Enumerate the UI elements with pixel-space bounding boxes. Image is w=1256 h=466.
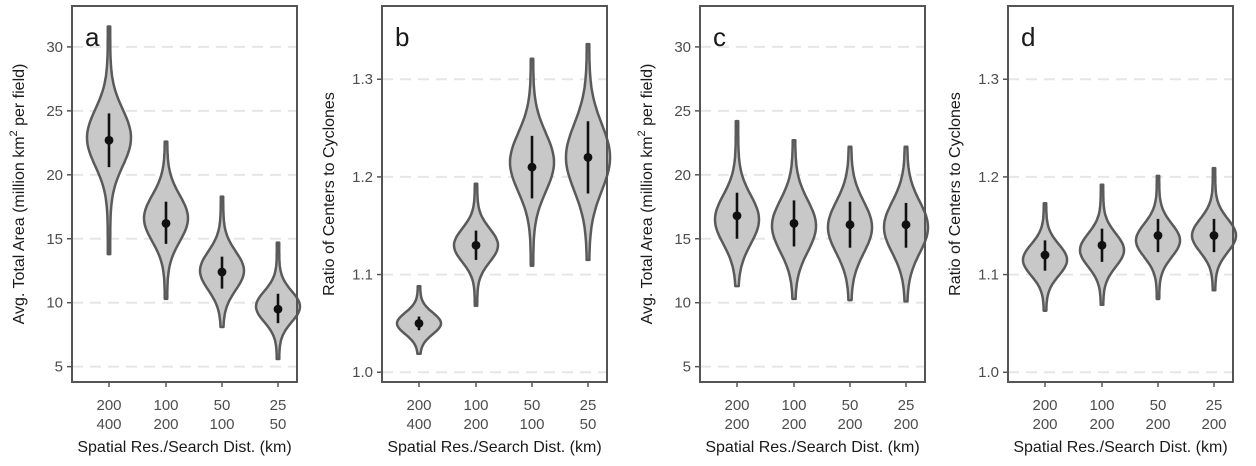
y-tick-label-4: 25 — [46, 103, 63, 120]
panel-frame — [71, 5, 298, 383]
x-tick-label-top-3: 25 — [898, 397, 915, 414]
center-point-4 — [901, 220, 911, 230]
y-axis-title: Ratio of Centers to Cyclones — [321, 92, 338, 296]
x-tick-label-top-1: 100 — [463, 397, 488, 414]
y-tick-label-1: 1.1 — [352, 267, 373, 284]
panel-frame — [1007, 5, 1234, 383]
y-axis-title: Ratio of Centers to Cyclones — [947, 92, 964, 296]
center-point-3 — [845, 220, 855, 230]
center-point-3 — [527, 162, 537, 172]
x-tick-label-top-0: 200 — [724, 397, 749, 414]
center-point-1 — [1040, 250, 1050, 260]
y-axis-title-part: Ratio of Centers to Cyclones — [947, 92, 964, 296]
y-tick-label-5: 30 — [674, 39, 691, 56]
y-tick-label-2: 1.2 — [978, 169, 999, 186]
y-tick-label-0: 1.0 — [978, 364, 999, 381]
center-point-2 — [471, 240, 481, 250]
center-point-4 — [1209, 231, 1219, 240]
x-tick-label-bottom-0: 400 — [406, 416, 431, 433]
y-tick-label-2: 15 — [46, 231, 63, 248]
x-tick-label-top-2: 50 — [524, 397, 541, 414]
center-point-2 — [1097, 240, 1107, 250]
x-tick-label-top-1: 100 — [1089, 397, 1114, 414]
x-tick-label-bottom-3: 200 — [1201, 416, 1226, 433]
x-tick-label-top-1: 100 — [153, 397, 178, 414]
x-tick-label-top-0: 200 — [406, 397, 431, 414]
x-tick-label-top-2: 50 — [214, 397, 231, 414]
x-tick-label-bottom-2: 100 — [519, 416, 544, 433]
y-tick-label-5: 30 — [46, 39, 63, 56]
y-axis-title-part: Avg. Total Area (million km — [639, 136, 656, 324]
y-tick-label-1: 10 — [674, 295, 691, 312]
x-tick-label-bottom-0: 200 — [1032, 416, 1057, 433]
y-tick-label-3: 1.3 — [352, 71, 373, 88]
center-point-1 — [732, 211, 742, 221]
panel-letter: b — [395, 22, 409, 52]
y-tick-label-3: 20 — [46, 167, 63, 184]
x-tick-label-bottom-1: 200 — [463, 416, 488, 433]
y-tick-label-0: 5 — [55, 359, 63, 376]
x-tick-label-top-0: 200 — [1032, 397, 1057, 414]
center-point-1 — [104, 135, 114, 145]
x-tick-label-top-2: 50 — [1150, 397, 1167, 414]
x-tick-label-bottom-2: 200 — [837, 416, 862, 433]
y-axis-title-superscript: 2 — [636, 130, 648, 136]
y-tick-label-3: 1.3 — [978, 71, 999, 88]
x-tick-label-bottom-2: 200 — [1145, 416, 1170, 433]
panel-letter: c — [713, 22, 726, 52]
center-point-2 — [789, 219, 799, 228]
x-tick-label-top-3: 25 — [1206, 397, 1223, 414]
x-tick-label-bottom-1: 200 — [781, 416, 806, 433]
x-tick-label-top-3: 25 — [580, 397, 597, 414]
x-tick-label-bottom-0: 400 — [96, 416, 121, 433]
y-tick-label-1: 1.1 — [978, 267, 999, 284]
y-tick-label-0: 5 — [683, 359, 691, 376]
center-point-4 — [583, 152, 593, 162]
y-tick-label-0: 1.0 — [352, 364, 373, 381]
x-tick-label-bottom-3: 50 — [270, 416, 287, 433]
x-axis-title: Spatial Res./Search Dist. (km) — [387, 439, 601, 456]
panel-letter: d — [1021, 22, 1035, 52]
panel-letter: a — [85, 22, 100, 52]
panel-frame — [381, 5, 608, 383]
panel-d: 1.0 1.1 1.2 1.3 200 200 100 200 50 200 25 200 Spatia… — [947, 5, 1238, 456]
y-axis-title-part: Ratio of Centers to Cyclones — [321, 92, 338, 296]
x-tick-label-top-3: 25 — [270, 397, 287, 414]
y-axis-title: Avg. Total Area (million km2 per field) — [8, 64, 28, 325]
panel-frame — [699, 5, 926, 383]
x-tick-label-bottom-0: 200 — [724, 416, 749, 433]
panel-a: 5 10 15 20 25 30 200 400 100 200 50 100 25 50 Spatial … — [8, 5, 302, 456]
y-axis-title-superscript: 2 — [8, 130, 20, 136]
plot-background — [1008, 6, 1233, 382]
center-point-2 — [161, 219, 171, 228]
panel-b: 1.0 1.1 1.2 1.3 200 400 100 200 50 100 25 50 Spatial… — [321, 5, 612, 456]
y-tick-label-1: 10 — [46, 295, 63, 312]
center-point-4 — [273, 304, 283, 314]
x-axis-title: Spatial Res./Search Dist. (km) — [77, 439, 291, 456]
x-tick-label-bottom-1: 200 — [1089, 416, 1114, 433]
y-tick-label-4: 25 — [674, 103, 691, 120]
x-axis-title: Spatial Res./Search Dist. (km) — [1013, 439, 1227, 456]
x-axis-title: Spatial Res./Search Dist. (km) — [705, 439, 919, 456]
x-tick-label-bottom-2: 100 — [209, 416, 234, 433]
y-tick-label-2: 1.2 — [352, 169, 373, 186]
center-point-3 — [1153, 231, 1163, 240]
y-axis-title-suffix: per field) — [639, 64, 656, 131]
x-tick-label-bottom-3: 200 — [893, 416, 918, 433]
x-tick-label-bottom-1: 200 — [153, 416, 178, 433]
center-point-3 — [217, 267, 227, 277]
y-axis-title: Avg. Total Area (million km2 per field) — [636, 64, 656, 325]
x-tick-label-top-2: 50 — [842, 397, 859, 414]
x-tick-label-bottom-3: 50 — [580, 416, 597, 433]
y-tick-label-2: 15 — [674, 231, 691, 248]
x-tick-label-top-0: 200 — [96, 397, 121, 414]
center-point-1 — [414, 319, 424, 328]
y-axis-title-suffix: per field) — [11, 64, 28, 131]
y-tick-label-3: 20 — [674, 167, 691, 184]
x-tick-label-top-1: 100 — [781, 397, 806, 414]
y-axis-title-part: Avg. Total Area (million km — [11, 136, 28, 324]
panel-c: 5 10 15 20 25 30 200 200 100 200 50 200 25 200 Spatial… — [636, 5, 930, 456]
